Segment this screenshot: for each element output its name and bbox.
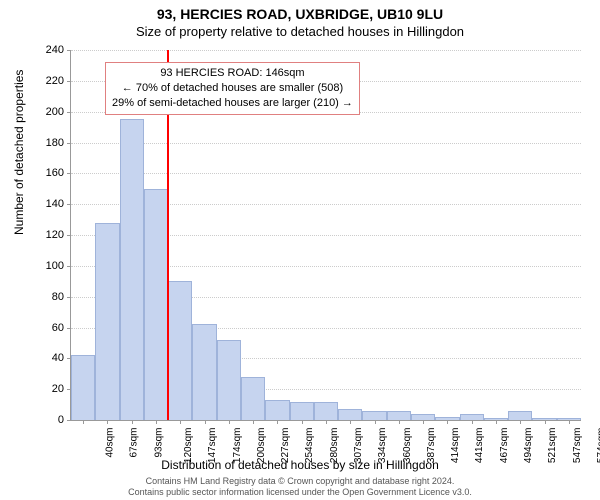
y-tick-mark <box>67 81 71 82</box>
x-tick-label: 200sqm <box>256 428 267 464</box>
y-tick-mark <box>67 143 71 144</box>
y-tick-label: 200 <box>34 106 64 118</box>
footer-line1: Contains HM Land Registry data © Crown c… <box>0 476 600 487</box>
annotation-line: ← 70% of detached houses are smaller (50… <box>112 81 353 96</box>
y-tick-label: 0 <box>34 414 64 426</box>
x-tick-label: 334sqm <box>377 428 388 464</box>
y-tick-mark <box>67 235 71 236</box>
x-tick-mark <box>569 420 570 424</box>
y-tick-mark <box>67 420 71 421</box>
footer-attribution: Contains HM Land Registry data © Crown c… <box>0 476 600 498</box>
y-tick-label: 20 <box>34 383 64 395</box>
y-tick-mark <box>67 297 71 298</box>
y-tick-label: 160 <box>34 167 64 179</box>
x-tick-label: 40sqm <box>105 428 116 458</box>
y-tick-label: 120 <box>34 229 64 241</box>
x-tick-label: 227sqm <box>280 428 291 464</box>
title-address: 93, HERCIES ROAD, UXBRIDGE, UB10 9LU <box>0 6 600 22</box>
x-tick-label: 494sqm <box>523 428 534 464</box>
x-tick-mark <box>205 420 206 424</box>
x-tick-mark <box>447 420 448 424</box>
y-tick-mark <box>67 173 71 174</box>
x-tick-mark <box>83 420 84 424</box>
annotation-box: 93 HERCIES ROAD: 146sqm← 70% of detached… <box>105 62 360 115</box>
histogram-bar <box>290 402 314 421</box>
annotation-line: 29% of semi-detached houses are larger (… <box>112 96 353 111</box>
x-tick-mark <box>107 420 108 424</box>
x-tick-label: 547sqm <box>572 428 583 464</box>
x-tick-label: 574sqm <box>596 428 600 464</box>
x-tick-mark <box>375 420 376 424</box>
x-tick-label: 467sqm <box>499 428 510 464</box>
footer-line2: Contains public sector information licen… <box>0 487 600 498</box>
grid-line <box>71 50 581 51</box>
x-tick-mark <box>350 420 351 424</box>
histogram-bar <box>338 409 362 420</box>
x-tick-label: 307sqm <box>353 428 364 464</box>
histogram-bar <box>241 377 265 420</box>
x-tick-label: 254sqm <box>305 428 316 464</box>
x-tick-mark <box>399 420 400 424</box>
histogram-bar <box>508 411 532 420</box>
x-tick-label: 120sqm <box>183 428 194 464</box>
grid-line <box>71 143 581 144</box>
y-tick-label: 60 <box>34 322 64 334</box>
y-tick-mark <box>67 204 71 205</box>
x-tick-mark <box>423 420 424 424</box>
y-tick-label: 240 <box>34 44 64 56</box>
x-tick-label: 93sqm <box>153 428 164 458</box>
histogram-bar <box>120 119 144 420</box>
x-tick-label: 441sqm <box>475 428 486 464</box>
chart-plot-area: 93 HERCIES ROAD: 146sqm← 70% of detached… <box>70 50 581 421</box>
x-tick-label: 147sqm <box>207 428 218 464</box>
x-tick-label: 414sqm <box>450 428 461 464</box>
y-tick-label: 180 <box>34 137 64 149</box>
histogram-bar <box>95 223 119 420</box>
y-tick-label: 80 <box>34 291 64 303</box>
y-tick-mark <box>67 266 71 267</box>
x-tick-mark <box>545 420 546 424</box>
annotation-line: 93 HERCIES ROAD: 146sqm <box>112 66 353 81</box>
grid-line <box>71 173 581 174</box>
x-tick-label: 387sqm <box>426 428 437 464</box>
y-tick-label: 220 <box>34 75 64 87</box>
y-tick-mark <box>67 50 71 51</box>
x-tick-mark <box>472 420 473 424</box>
histogram-bar <box>144 189 168 420</box>
y-tick-label: 100 <box>34 260 64 272</box>
x-tick-mark <box>520 420 521 424</box>
histogram-bar <box>387 411 411 420</box>
x-tick-label: 174sqm <box>232 428 243 464</box>
title-subtitle: Size of property relative to detached ho… <box>0 24 600 39</box>
x-tick-mark <box>253 420 254 424</box>
x-tick-mark <box>180 420 181 424</box>
x-tick-mark <box>277 420 278 424</box>
x-tick-mark <box>496 420 497 424</box>
y-tick-mark <box>67 328 71 329</box>
y-tick-label: 140 <box>34 198 64 210</box>
y-tick-label: 40 <box>34 352 64 364</box>
x-tick-label: 280sqm <box>329 428 340 464</box>
histogram-bar <box>168 281 192 420</box>
histogram-bar <box>265 400 289 420</box>
histogram-bar <box>192 324 216 420</box>
x-tick-mark <box>229 420 230 424</box>
x-tick-mark <box>326 420 327 424</box>
x-tick-label: 67sqm <box>129 428 140 458</box>
y-axis-label: Number of detached properties <box>12 70 26 235</box>
x-tick-mark <box>156 420 157 424</box>
histogram-bar <box>362 411 386 420</box>
x-tick-label: 360sqm <box>402 428 413 464</box>
x-tick-label: 521sqm <box>547 428 558 464</box>
y-tick-mark <box>67 112 71 113</box>
x-tick-mark <box>132 420 133 424</box>
chart-container: 93, HERCIES ROAD, UXBRIDGE, UB10 9LU Siz… <box>0 0 600 500</box>
title-block: 93, HERCIES ROAD, UXBRIDGE, UB10 9LU Siz… <box>0 0 600 39</box>
histogram-bar <box>217 340 241 420</box>
histogram-bar <box>314 402 338 421</box>
histogram-bar <box>71 355 95 420</box>
x-tick-mark <box>302 420 303 424</box>
